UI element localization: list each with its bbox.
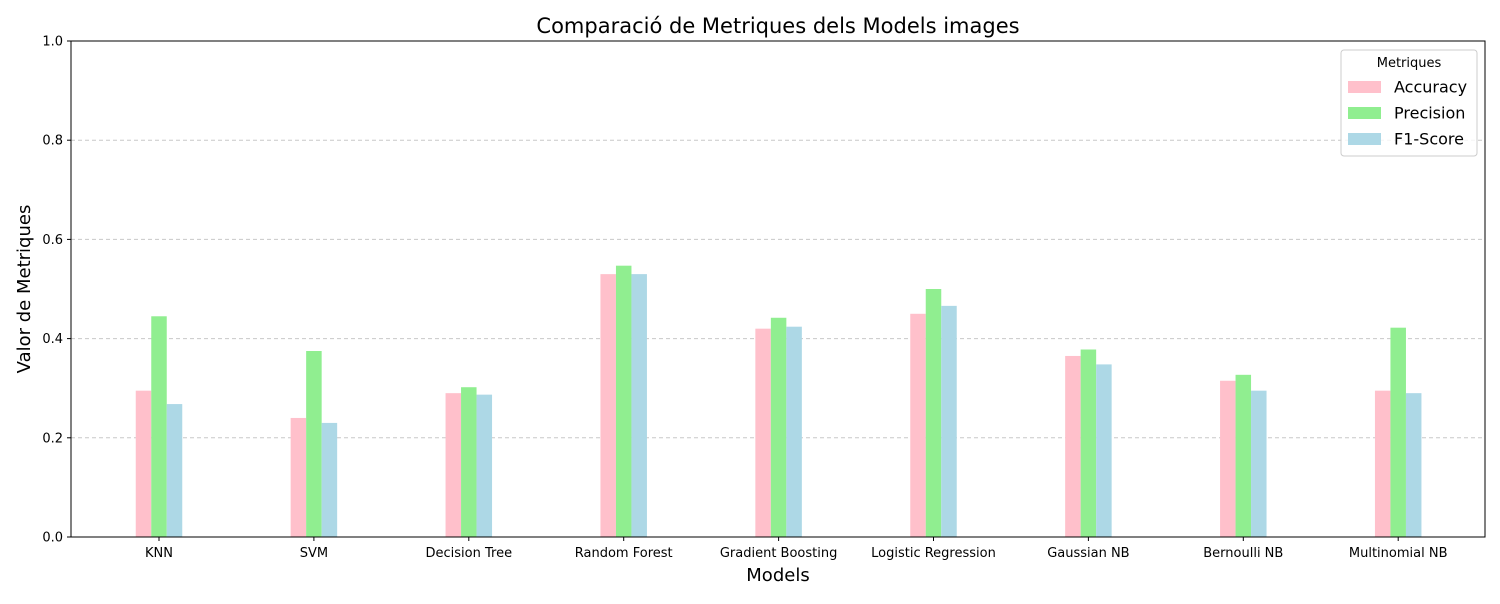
y-tick-label: 0.4 — [42, 332, 63, 347]
plot-frame — [70, 40, 1486, 538]
x-tick-label: SVM — [300, 546, 328, 561]
bar-f1-score-1[interactable] — [321, 422, 338, 537]
bars — [135, 265, 1422, 537]
y-tick-label: 0.8 — [42, 134, 63, 149]
bar-accuracy-2[interactable] — [445, 393, 462, 537]
bar-precision-7[interactable] — [1235, 374, 1252, 537]
x-axis: KNN SVM Decision Tree Random Forest Gradient… — [145, 537, 1448, 561]
x-axis-label: Models — [746, 565, 809, 586]
x-tick-label: Multinomial NB — [1349, 546, 1448, 561]
x-tick-label: Logistic Regression — [871, 546, 996, 561]
bar-accuracy-8[interactable] — [1374, 390, 1391, 537]
bar-precision-5[interactable] — [925, 289, 942, 537]
legend-swatch-f1-score — [1348, 133, 1381, 145]
y-tick-label: 0.0 — [42, 531, 63, 546]
bar-accuracy-6[interactable] — [1065, 355, 1081, 537]
bar-f1-score-5[interactable] — [941, 305, 957, 537]
x-tick-label: Bernoulli NB — [1203, 546, 1283, 561]
bar-f1-score-3[interactable] — [631, 274, 647, 537]
y-axis: 0.0 0.2 0.4 0.6 0.8 1.0 — [42, 35, 71, 546]
legend-label-precision: Precision — [1394, 104, 1465, 123]
bar-precision-3[interactable] — [615, 265, 632, 537]
x-tick-label: Gaussian NB — [1047, 546, 1129, 561]
bar-accuracy-4[interactable] — [755, 328, 771, 537]
bar-f1-score-6[interactable] — [1096, 364, 1112, 537]
y-tick-label: 0.6 — [42, 233, 63, 248]
legend-label-f1-score: F1-Score — [1394, 130, 1464, 149]
x-tick-label: Gradient Boosting — [720, 546, 838, 561]
bar-f1-score-4[interactable] — [786, 326, 802, 537]
bar-precision-2[interactable] — [461, 387, 477, 537]
bar-accuracy-0[interactable] — [135, 390, 152, 537]
bar-f1-score-8[interactable] — [1405, 393, 1422, 537]
bar-accuracy-5[interactable] — [910, 313, 926, 537]
bar-accuracy-3[interactable] — [600, 274, 616, 537]
y-axis-label: Valor de Metriques — [14, 205, 35, 374]
x-tick-label: Random Forest — [575, 546, 673, 561]
legend-swatch-precision — [1348, 107, 1381, 119]
legend-swatch-accuracy — [1348, 81, 1381, 93]
chart-title: Comparació de Metriques dels Models imag… — [536, 14, 1019, 38]
legend-items: Accuracy Precision F1-Score — [1348, 78, 1467, 149]
bar-f1-score-2[interactable] — [476, 394, 493, 537]
bar-accuracy-1[interactable] — [290, 417, 307, 537]
bar-f1-score-0[interactable] — [166, 404, 183, 537]
legend-label-accuracy: Accuracy — [1394, 78, 1467, 97]
y-tick-label: 1.0 — [42, 35, 63, 50]
x-tick-label: KNN — [145, 546, 173, 561]
bar-accuracy-7[interactable] — [1220, 380, 1236, 537]
y-tick-label: 0.2 — [42, 431, 63, 446]
bar-precision-0[interactable] — [151, 316, 167, 537]
bar-precision-6[interactable] — [1080, 349, 1097, 537]
legend-title: Metriques — [1377, 56, 1442, 71]
legend-box — [1340, 49, 1478, 157]
bar-f1-score-7[interactable] — [1251, 390, 1267, 537]
bar-precision-4[interactable] — [770, 317, 787, 537]
bar-precision-8[interactable] — [1390, 327, 1406, 537]
x-tick-label: Decision Tree — [426, 546, 513, 561]
bar-precision-1[interactable] — [306, 351, 322, 537]
legend[interactable]: Metriques Accuracy Precision F1-Score — [1340, 49, 1478, 157]
